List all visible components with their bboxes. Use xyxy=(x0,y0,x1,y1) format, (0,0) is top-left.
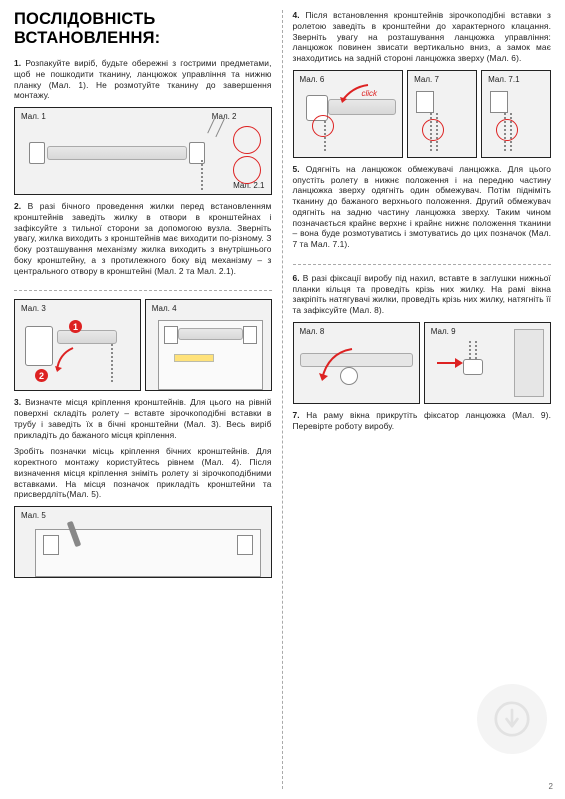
watermark-icon xyxy=(477,684,547,754)
figure-1-2: Мал. 1 Мал. 2 Мал. 2.1 xyxy=(14,107,272,195)
step-4-text: 4. Після встановлення кронштейнів зірочк… xyxy=(293,10,552,64)
figure-7-1: Мал. 7.1 xyxy=(481,70,551,158)
page-number: 2 xyxy=(549,782,553,791)
figure-8: Мал. 8 xyxy=(293,322,420,404)
figure-7: Мал. 7 xyxy=(407,70,477,158)
step-6-text: 6. В разі фіксації виробу під нахил, вст… xyxy=(293,273,552,316)
figure-6: Мал. 6 click xyxy=(293,70,404,158)
page-title: ПОСЛІДОВНІСТЬ ВСТАНОВЛЕННЯ: xyxy=(14,10,272,48)
step-5-text: 5. Одягніть на ланцюжок обмежувачі ланцю… xyxy=(293,164,552,250)
figure-9: Мал. 9 xyxy=(424,322,551,404)
step-3-text-a: 3. Визначте місця кріплення кронштейнів.… xyxy=(14,397,272,440)
step-2-text: 2. В разі бічного проведення жилки перед… xyxy=(14,201,272,276)
step-3-text-b: Зробіть позначки місць кріплення бічних … xyxy=(14,446,272,500)
badge-2: 2 xyxy=(35,369,48,382)
step-1-text: 1. Розпакуйте виріб, будьте обережні з г… xyxy=(14,58,272,101)
figure-3: Мал. 3 1 2 xyxy=(14,299,141,391)
step-7-text: 7. На раму вікна прикрутіть фіксатор лан… xyxy=(293,410,552,432)
figure-4: Мал. 4 xyxy=(145,299,272,391)
figure-5: Мал. 5 xyxy=(14,506,272,578)
